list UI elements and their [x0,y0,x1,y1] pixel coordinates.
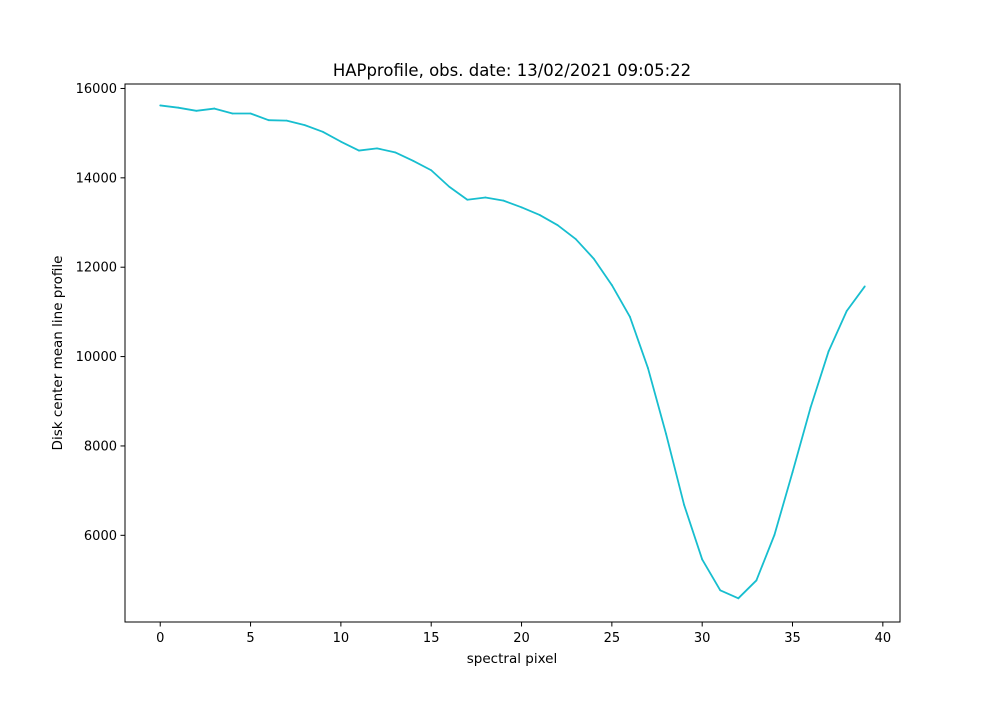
y-axis: 6000 8000 10000 12000 14000 16000 [76,82,125,544]
data-point [773,533,776,536]
data-point [683,504,686,506]
data-point [376,147,378,150]
data-point [303,124,306,127]
data-point [610,284,613,286]
data-point [394,151,396,154]
data-point [809,406,812,409]
data-point [213,107,216,110]
data-point [701,558,704,561]
y-tick-label: 16000 [76,82,117,97]
data-point [231,112,234,115]
data-point [520,206,523,209]
data-point [863,285,866,288]
x-axis: 0 5 10 15 20 25 30 35 40 [156,622,891,646]
x-tick-label: 40 [875,631,892,646]
series-line [160,104,866,600]
chart-title: HAPprofile, obs. date: 13/02/2021 09:05:… [333,61,691,80]
data-point [574,238,577,240]
data-point [249,112,252,115]
x-axis-label: spectral pixel [467,651,557,667]
y-tick-label: 6000 [84,529,117,544]
y-axis-label: Disk center mean line profile [50,256,66,451]
y-tick-label: 10000 [76,350,117,365]
data-point [791,471,794,474]
x-tick-label: 20 [513,631,530,646]
x-tick-label: 0 [156,631,164,646]
data-point [737,597,740,600]
x-tick-label: 15 [423,631,440,646]
data-point [285,119,288,122]
data-point [755,579,758,582]
data-point [629,315,631,318]
data-point [466,198,469,201]
data-point [665,432,667,435]
x-tick-label: 5 [246,631,254,646]
data-point [159,104,162,107]
data-point [430,169,433,172]
data-point [827,350,830,353]
data-point [267,119,270,122]
data-point [321,130,324,133]
data-point [177,106,180,109]
data-point [845,310,848,312]
data-point [484,196,487,199]
y-tick-label: 12000 [76,261,117,276]
data-point [719,589,722,592]
data-point [502,199,505,202]
x-tick-label: 35 [784,631,801,646]
data-point [339,140,342,143]
data-point [556,224,559,227]
data-point [195,109,198,112]
data-point [647,367,649,370]
y-tick-label: 14000 [76,171,117,186]
data-point [358,149,360,152]
data-point [412,159,415,162]
x-tick-label: 10 [333,631,350,646]
x-tick-label: 25 [604,631,621,646]
x-tick-label: 30 [694,631,711,646]
plot-frame [124,83,901,623]
series-layer [159,104,866,600]
y-tick-label: 8000 [84,439,117,454]
data-point [592,257,595,260]
data-point [538,214,541,216]
data-point [448,185,451,188]
